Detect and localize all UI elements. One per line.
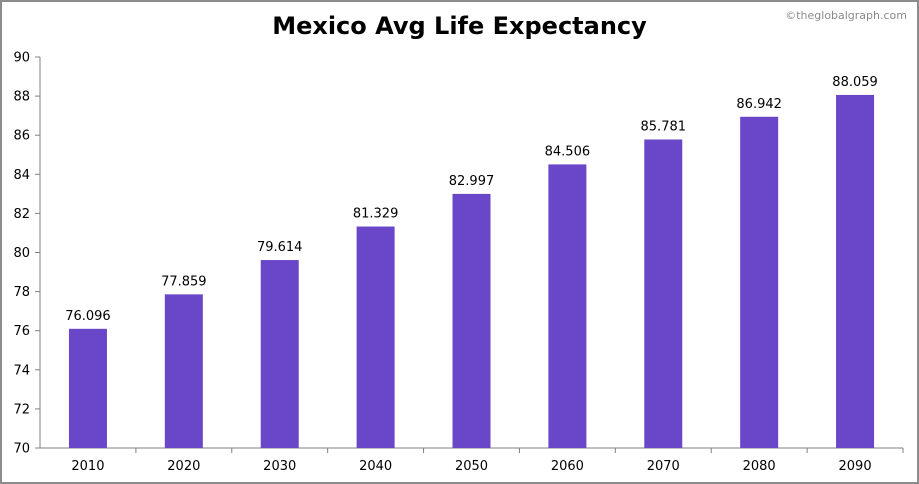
y-tick-label: 84 xyxy=(13,168,30,183)
y-tick-label: 82 xyxy=(13,207,30,222)
bar xyxy=(356,226,395,448)
bar xyxy=(644,139,683,448)
data-label: 84.506 xyxy=(545,144,591,159)
data-label: 85.781 xyxy=(641,119,687,134)
x-tick-label: 2010 xyxy=(71,459,104,474)
y-tick-label: 72 xyxy=(13,402,30,417)
data-label: 86.942 xyxy=(736,97,782,112)
x-tick-label: 2060 xyxy=(551,459,584,474)
y-tick-label: 76 xyxy=(13,324,30,339)
x-tick-label: 2080 xyxy=(743,459,776,474)
bar xyxy=(548,164,587,448)
data-label: 82.997 xyxy=(449,174,495,189)
x-tick-label: 2030 xyxy=(263,459,296,474)
bars xyxy=(68,94,875,449)
y-tick-label: 70 xyxy=(13,442,30,457)
y-tick-label: 90 xyxy=(13,51,30,66)
y-tick-label: 80 xyxy=(13,246,30,261)
y-tick-label: 78 xyxy=(13,285,30,300)
x-tick-label: 2070 xyxy=(647,459,680,474)
x-tick-label: 2040 xyxy=(359,459,392,474)
y-tick-label: 86 xyxy=(13,129,30,144)
chart-title: Mexico Avg Life Expectancy xyxy=(272,12,647,40)
data-label: 76.096 xyxy=(65,309,111,324)
data-labels: 76.096 77.859 79.614 81.329 82.997 84.506 85.7… xyxy=(65,75,878,324)
watermark: ©theglobalgraph.com xyxy=(785,9,907,22)
bar xyxy=(260,260,299,448)
data-label: 81.329 xyxy=(353,207,399,222)
bar xyxy=(452,193,491,448)
data-label: 77.859 xyxy=(161,274,207,289)
y-tick-label: 88 xyxy=(13,90,30,105)
bar xyxy=(836,94,875,449)
x-tick-label: 2050 xyxy=(455,459,488,474)
bar xyxy=(740,116,779,448)
bar xyxy=(164,294,203,448)
x-axis-ticks: 2010 2020 2030 2040 2050 2060 2070 2080 2090 xyxy=(71,448,904,474)
y-tick-label: 74 xyxy=(13,363,30,378)
x-tick-label: 2090 xyxy=(839,459,872,474)
y-axis-ticks: 70 72 74 76 78 80 82 84 86 88 90 xyxy=(13,51,40,457)
data-label: 88.059 xyxy=(832,75,878,90)
x-tick-label: 2020 xyxy=(167,459,200,474)
bar xyxy=(68,328,107,448)
data-label: 79.614 xyxy=(257,240,303,255)
